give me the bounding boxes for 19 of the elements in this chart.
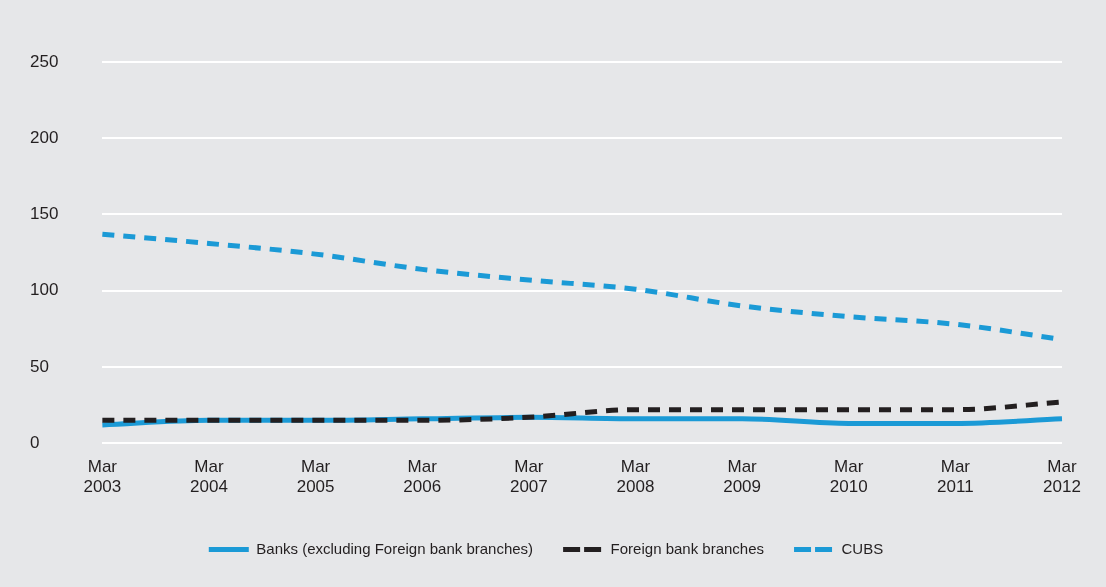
legend-label: Foreign bank branches bbox=[610, 539, 765, 557]
legend-label: Banks (excluding Foreign bank branches) bbox=[256, 539, 534, 557]
legend-label: CUBS bbox=[841, 539, 884, 557]
x-tick-label: Mar 2008 bbox=[616, 457, 655, 497]
x-tick-label: Mar 2004 bbox=[190, 457, 228, 497]
y-tick-label: 100 bbox=[30, 280, 59, 300]
x-tick-label: Mar 2007 bbox=[509, 457, 548, 497]
y-tick-label: 250 bbox=[30, 51, 59, 71]
x-tick-label: Mar 2009 bbox=[723, 457, 762, 497]
x-tick-label: Mar 2006 bbox=[403, 457, 442, 497]
x-tick-label: Mar 2003 bbox=[83, 457, 122, 497]
x-tick-label: Mar 2010 bbox=[829, 457, 868, 497]
y-tick-label: 50 bbox=[30, 356, 49, 376]
y-tick-label: 150 bbox=[30, 204, 59, 224]
x-tick-label: Mar 2011 bbox=[937, 457, 974, 497]
x-tick-label: Mar 2012 bbox=[1043, 457, 1081, 497]
y-tick-label: 200 bbox=[30, 127, 59, 147]
y-tick-label: 0 bbox=[30, 432, 40, 452]
x-tick-label: Mar 2005 bbox=[296, 457, 335, 497]
